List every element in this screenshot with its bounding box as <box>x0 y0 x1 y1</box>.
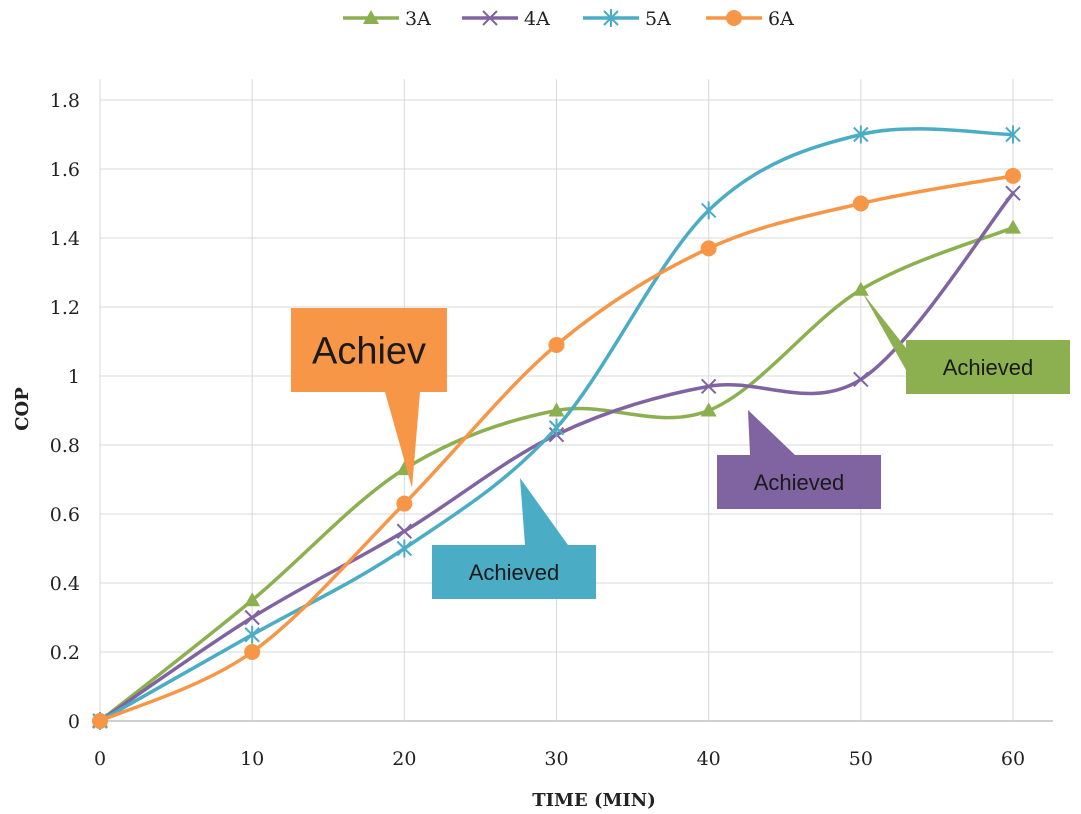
legend-item-5A: 5A <box>583 8 671 30</box>
callout-label: Achiev <box>312 331 426 373</box>
marker-stroke <box>244 609 260 626</box>
data-point-circle <box>852 195 869 212</box>
callout-pointer <box>862 292 906 370</box>
callout-label: Achieved <box>469 560 560 585</box>
data-point-circle <box>700 240 717 257</box>
data-point-triangle <box>700 402 717 417</box>
legend-label: 4A <box>524 8 550 30</box>
data-point-asterisk <box>700 201 717 220</box>
data-point-x <box>244 609 260 626</box>
data-point-asterisk <box>1005 125 1021 144</box>
data-point-x <box>700 378 717 395</box>
y-tick-label: 1 <box>68 366 80 388</box>
data-point-triangle <box>1005 219 1021 234</box>
callout-label: Achieved <box>754 470 845 495</box>
legend-label: 3A <box>405 8 431 30</box>
y-tick-label: 0.4 <box>50 573 80 595</box>
callout-5A: Achieved <box>432 478 596 599</box>
x-tick-label: 0 <box>94 748 106 770</box>
marker-stroke <box>482 10 498 26</box>
data-point-asterisk <box>548 418 565 437</box>
callout-box <box>906 340 1070 394</box>
data-point-asterisk <box>244 625 260 644</box>
legend-label: 6A <box>768 8 794 30</box>
y-tick-label: 1.4 <box>50 228 80 250</box>
legend-item-6A: 6A <box>706 8 794 30</box>
x-tick-label: 20 <box>392 748 416 770</box>
x-tick-label: 60 <box>1001 748 1025 770</box>
callout-6A: Achiev <box>291 308 447 488</box>
data-point-asterisk <box>603 9 619 27</box>
x-tick-label: 10 <box>240 748 264 770</box>
data-point-x <box>396 523 413 539</box>
data-point-asterisk <box>853 125 869 144</box>
data-point-x <box>482 10 498 26</box>
y-tick-label: 1.2 <box>50 297 80 319</box>
data-point-circle <box>244 644 261 660</box>
callout-box <box>432 545 596 599</box>
data-point-x <box>853 371 869 388</box>
callouts: Achiev Achieved Achieved Achieved <box>291 292 1070 599</box>
y-tick-label: 1.8 <box>50 90 80 112</box>
x-axis-title: TIME (MIN) <box>532 790 656 811</box>
data-point-triangle <box>548 402 565 417</box>
marker-stroke <box>1005 185 1021 201</box>
y-tick-label: 0.8 <box>50 435 80 457</box>
callout-label: Achieved <box>943 355 1034 380</box>
callout-3A: Achieved <box>862 292 1070 394</box>
callout-pointer <box>748 410 795 455</box>
marker-stroke <box>396 523 413 539</box>
legend-item-4A: 4A <box>462 8 550 30</box>
x-axis-ticks: 0 10 20 30 40 50 60 <box>94 748 1025 770</box>
y-axis-title: COP <box>12 387 33 431</box>
y-axis-ticks: 0 0.2 0.4 0.6 0.8 1 1.2 1.4 1.6 1.8 <box>50 90 80 733</box>
x-tick-label: 30 <box>544 748 568 770</box>
data-point-triangle <box>363 10 379 24</box>
data-point-triangle <box>244 592 261 607</box>
callout-box <box>291 308 447 392</box>
legend: 3A 4A 5A 6A <box>343 8 794 30</box>
y-tick-label: 0 <box>68 711 80 733</box>
data-point-circle <box>396 495 413 512</box>
marker-stroke <box>700 378 717 395</box>
marker-stroke <box>853 371 869 388</box>
series-lines <box>92 125 1021 730</box>
data-point-circle <box>92 713 108 729</box>
data-point-circle <box>1005 167 1021 184</box>
x-tick-label: 40 <box>697 748 721 770</box>
callout-box <box>717 455 881 509</box>
callout-pointer <box>520 478 568 545</box>
data-point-triangle <box>852 281 869 296</box>
legend-item-3A: 3A <box>343 8 431 30</box>
callout-pointer <box>385 392 420 488</box>
x-tick-label: 50 <box>849 748 873 770</box>
data-point-circle <box>726 10 742 26</box>
series-6A <box>92 167 1021 729</box>
callout-4A: Achieved <box>717 410 881 509</box>
y-tick-label: 0.6 <box>50 504 80 526</box>
y-tick-label: 0.2 <box>50 642 80 664</box>
data-point-x <box>1005 185 1021 201</box>
data-point-asterisk <box>396 539 413 558</box>
y-tick-label: 1.6 <box>50 159 80 181</box>
data-point-circle <box>548 336 565 353</box>
legend-label: 5A <box>645 8 671 30</box>
